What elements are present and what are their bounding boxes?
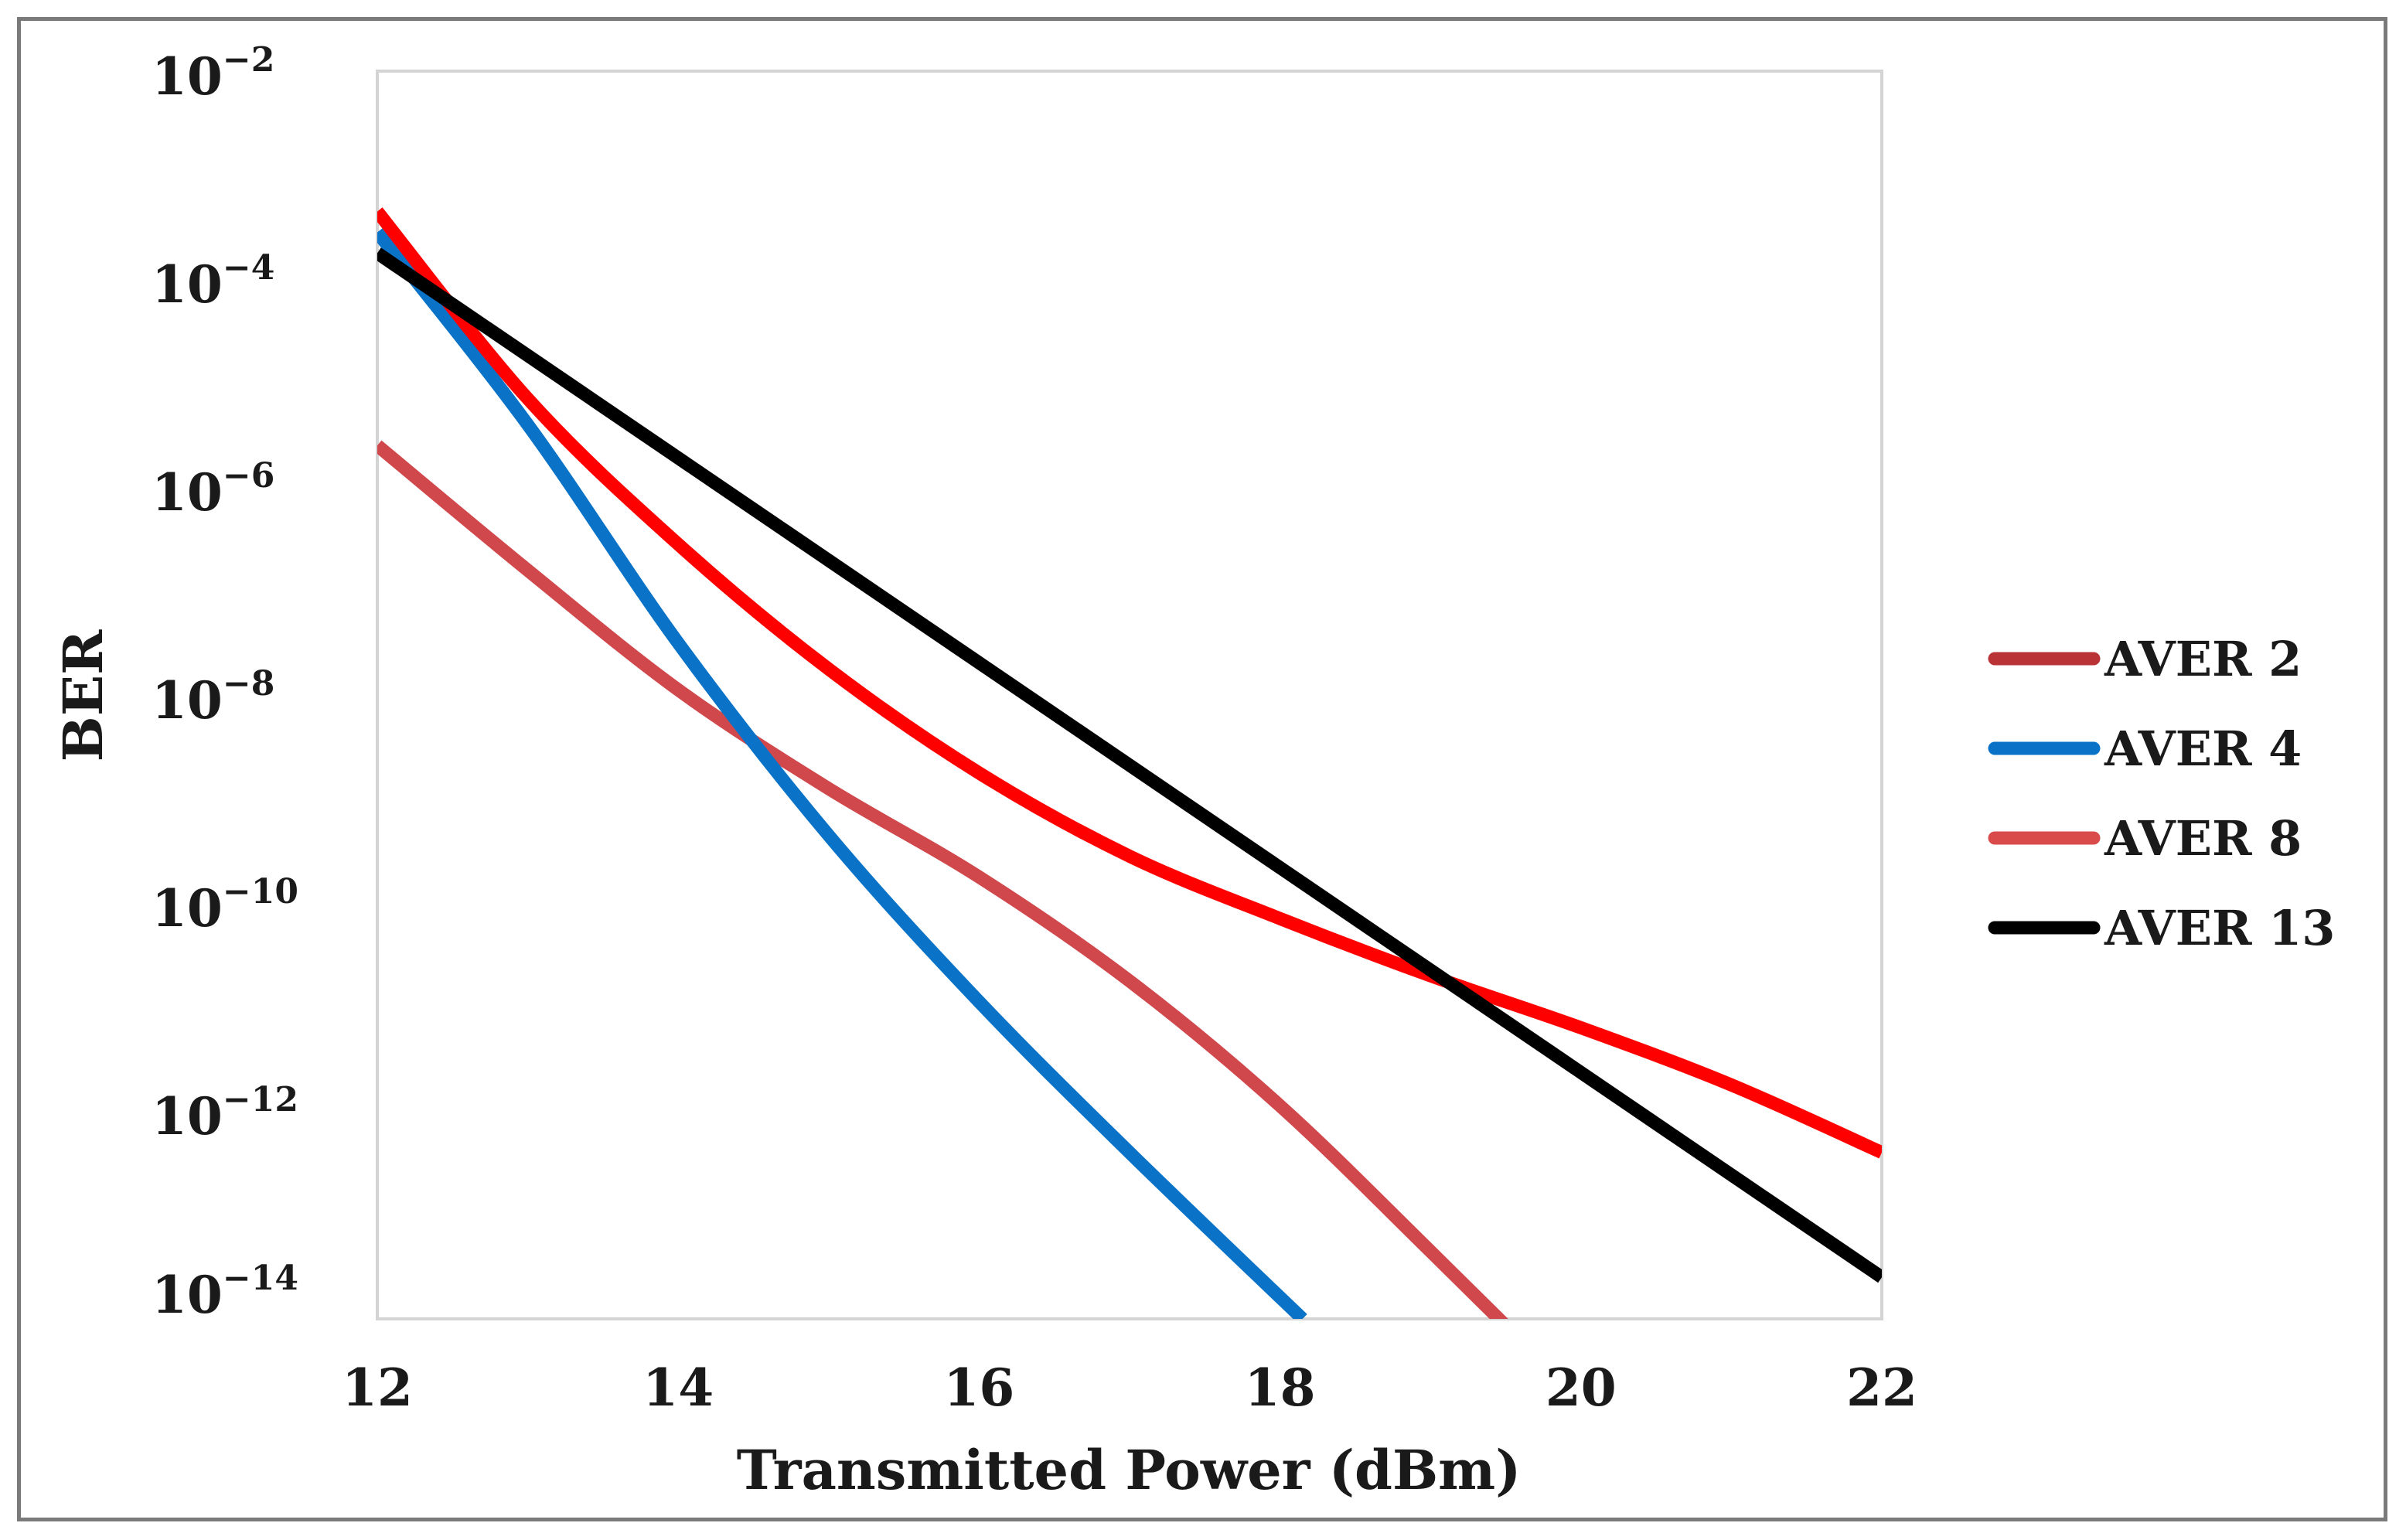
y-tick-base: 10 xyxy=(152,254,223,315)
y-tick-base: 10 xyxy=(152,1265,223,1325)
y-tick-base: 10 xyxy=(152,462,223,523)
y-tick-label: 10−2 xyxy=(152,40,274,107)
y-tick-label: 10−8 xyxy=(152,664,274,731)
y-tick-base: 10 xyxy=(152,1086,223,1146)
y-tick-exponent: −2 xyxy=(223,40,274,80)
y-tick-exponent: −6 xyxy=(223,456,274,496)
series-layer xyxy=(377,207,1882,1319)
x-tick-label: 22 xyxy=(1846,1358,1917,1418)
y-tick-exponent: −12 xyxy=(223,1080,298,1119)
y-tick-exponent: −14 xyxy=(223,1259,298,1298)
y-tick-label: 10−12 xyxy=(152,1080,298,1146)
y-tick-base: 10 xyxy=(152,878,223,939)
x-tick-label: 16 xyxy=(943,1358,1014,1418)
x-tick-label: 12 xyxy=(342,1358,413,1418)
x-tick-label: 20 xyxy=(1545,1358,1617,1418)
y-axis-title: BER xyxy=(51,629,115,762)
y-tick-label: 10−4 xyxy=(152,248,274,315)
series-line-aver-8 xyxy=(377,207,1882,1159)
plot-area xyxy=(376,70,1883,1320)
legend: AVER 2 AVER 4 AVER 8 AVER 13 xyxy=(1988,631,2335,956)
series-line-aver-4 xyxy=(377,228,1307,1319)
y-tick-base: 10 xyxy=(152,670,223,731)
series-line-aver-13 xyxy=(377,247,1882,1283)
x-axis-title: Transmitted Power (dBm) xyxy=(737,1438,1522,1502)
x-tick-labels: 12 14 16 18 20 22 xyxy=(342,1358,1917,1418)
y-tick-base: 10 xyxy=(152,46,223,107)
legend-label: AVER 13 xyxy=(2104,900,2335,956)
y-tick-exponent: −8 xyxy=(223,664,274,704)
legend-label: AVER 8 xyxy=(2104,810,2302,867)
y-tick-label: 10−14 xyxy=(152,1259,298,1325)
series-line-aver-2 xyxy=(377,440,1508,1319)
y-tick-label: 10−10 xyxy=(152,872,298,939)
x-tick-label: 18 xyxy=(1245,1358,1316,1418)
y-tick-exponent: −4 xyxy=(223,248,274,288)
y-tick-label: 10−6 xyxy=(152,456,274,523)
legend-label: AVER 2 xyxy=(2104,631,2302,687)
legend-label: AVER 4 xyxy=(2104,721,2302,777)
x-tick-label: 14 xyxy=(642,1358,714,1418)
y-tick-exponent: −10 xyxy=(223,872,298,911)
